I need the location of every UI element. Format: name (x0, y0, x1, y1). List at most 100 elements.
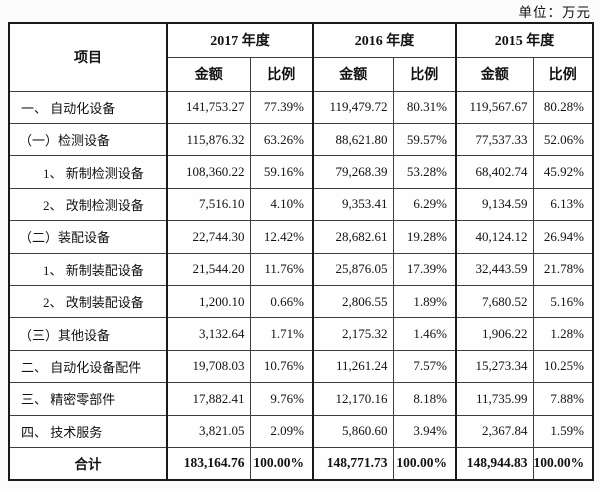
amount-cell: 12,170.16 (312, 382, 394, 416)
revenue-breakdown-table: 项目 2017 年度 2016 年度 2015 年度 金额 比例 金额 比例 金… (8, 22, 594, 481)
ratio-cell: 1.28% (532, 317, 594, 351)
item-cell: 1、 新制装配设备 (8, 252, 168, 286)
ratio-cell: 100.00% (249, 446, 314, 481)
item-cell: （三）其他设备 (8, 317, 168, 351)
amount-cell: 9,134.59 (455, 187, 534, 222)
ratio-cell: 21.78% (532, 252, 594, 286)
amount-cell: 141,753.27 (166, 90, 251, 124)
ratio-cell: 52.06% (532, 122, 594, 157)
ratio-cell: 59.57% (392, 122, 457, 157)
year-header-row: 项目 2017 年度 2016 年度 2015 年度 (8, 22, 594, 92)
amount-cell: 9,353.41 (312, 187, 394, 222)
year-2015-header: 2015 年度 (455, 22, 594, 58)
ratio-cell: 1.46% (392, 317, 457, 351)
table-row: 三、 精密零部件 17,882.41 9.76% 12,170.16 8.18%… (8, 382, 594, 416)
item-cell: 四、 技术服务 (8, 414, 168, 448)
item-cell: 二、 自动化设备配件 (8, 349, 168, 384)
item-column-header: 项目 (8, 22, 168, 92)
amount-cell: 25,876.05 (312, 252, 394, 286)
amount-cell: 115,876.32 (166, 122, 251, 157)
ratio-cell: 53.28% (392, 155, 457, 189)
ratio-header-2016: 比例 (392, 56, 457, 92)
amount-cell: 3,132.64 (166, 317, 251, 351)
amount-cell: 148,944.83 (455, 446, 534, 481)
table-row: （二）装配设备 22,744.30 12.42% 28,682.61 19.28… (8, 220, 594, 254)
ratio-cell: 8.18% (392, 382, 457, 416)
table-row: 2、 改制检测设备 7,516.10 4.10% 9,353.41 6.29% … (8, 187, 594, 222)
amount-cell: 183,164.76 (166, 446, 251, 481)
amount-cell: 22,744.30 (166, 220, 251, 254)
ratio-cell: 19.28% (392, 220, 457, 254)
amount-header-2017: 金额 (166, 56, 251, 92)
amount-cell: 2,367.84 (455, 414, 534, 448)
ratio-cell: 10.25% (532, 349, 594, 384)
amount-cell: 77,537.33 (455, 122, 534, 157)
ratio-cell: 10.76% (249, 349, 314, 384)
amount-cell: 7,516.10 (166, 187, 251, 222)
item-cell: 2、 改制装配设备 (8, 284, 168, 319)
ratio-cell: 2.09% (249, 414, 314, 448)
table-row: （三）其他设备 3,132.64 1.71% 2,175.32 1.46% 1,… (8, 317, 594, 351)
total-label-cell: 合计 (8, 446, 168, 481)
ratio-cell: 9.76% (249, 382, 314, 416)
item-cell: 三、 精密零部件 (8, 382, 168, 416)
ratio-cell: 63.26% (249, 122, 314, 157)
table-row: （一）检测设备 115,876.32 63.26% 88,621.80 59.5… (8, 122, 594, 157)
amount-cell: 40,124.12 (455, 220, 534, 254)
ratio-header-2017: 比例 (249, 56, 314, 92)
ratio-cell: 0.66% (249, 284, 314, 319)
amount-cell: 79,268.39 (312, 155, 394, 189)
table-row: 1、 新制装配设备 21,544.20 11.76% 25,876.05 17.… (8, 252, 594, 286)
amount-cell: 28,682.61 (312, 220, 394, 254)
amount-cell: 119,567.67 (455, 90, 534, 124)
amount-cell: 21,544.20 (166, 252, 251, 286)
ratio-cell: 7.88% (532, 382, 594, 416)
amount-cell: 68,402.74 (455, 155, 534, 189)
year-2016-header: 2016 年度 (312, 22, 457, 58)
amount-cell: 119,479.72 (312, 90, 394, 124)
amount-cell: 2,806.55 (312, 284, 394, 319)
amount-cell: 15,273.34 (455, 349, 534, 384)
item-cell: 1、 新制检测设备 (8, 155, 168, 189)
amount-cell: 11,735.99 (455, 382, 534, 416)
ratio-cell: 3.94% (392, 414, 457, 448)
ratio-cell: 26.94% (532, 220, 594, 254)
amount-cell: 3,821.05 (166, 414, 251, 448)
year-2017-header: 2017 年度 (166, 22, 314, 58)
amount-cell: 32,443.59 (455, 252, 534, 286)
ratio-cell: 1.71% (249, 317, 314, 351)
ratio-cell: 11.76% (249, 252, 314, 286)
amount-cell: 17,882.41 (166, 382, 251, 416)
amount-cell: 11,261.24 (312, 349, 394, 384)
amount-cell: 5,860.60 (312, 414, 394, 448)
ratio-cell: 4.10% (249, 187, 314, 222)
ratio-cell: 80.28% (532, 90, 594, 124)
ratio-cell: 100.00% (392, 446, 457, 481)
amount-cell: 19,708.03 (166, 349, 251, 384)
table-row: 二、 自动化设备配件 19,708.03 10.76% 11,261.24 7.… (8, 349, 594, 384)
table-row: 1、 新制检测设备 108,360.22 59.16% 79,268.39 53… (8, 155, 594, 189)
ratio-cell: 6.29% (392, 187, 457, 222)
ratio-cell: 12.42% (249, 220, 314, 254)
ratio-cell: 77.39% (249, 90, 314, 124)
ratio-cell: 100.00% (532, 446, 594, 481)
ratio-cell: 7.57% (392, 349, 457, 384)
ratio-cell: 45.92% (532, 155, 594, 189)
item-cell: （一）检测设备 (8, 122, 168, 157)
amount-header-2015: 金额 (455, 56, 534, 92)
ratio-cell: 17.39% (392, 252, 457, 286)
unit-label: 单位：万元 (518, 5, 591, 20)
table-row: 一、 自动化设备 141,753.27 77.39% 119,479.72 80… (8, 90, 594, 124)
ratio-cell: 6.13% (532, 187, 594, 222)
item-cell: 2、 改制检测设备 (8, 187, 168, 222)
ratio-cell: 59.16% (249, 155, 314, 189)
amount-cell: 2,175.32 (312, 317, 394, 351)
table-row: 2、 改制装配设备 1,200.10 0.66% 2,806.55 1.89% … (8, 284, 594, 319)
subheader-row: 金额 比例 金额 比例 金额 比例 (9, 56, 594, 92)
amount-cell: 1,906.22 (455, 317, 534, 351)
amount-cell: 88,621.80 (312, 122, 394, 157)
amount-header-2016: 金额 (312, 56, 394, 92)
ratio-cell: 1.59% (532, 414, 594, 448)
item-cell: （二）装配设备 (8, 220, 168, 254)
total-row: 合计 183,164.76 100.00% 148,771.73 100.00%… (8, 446, 594, 481)
